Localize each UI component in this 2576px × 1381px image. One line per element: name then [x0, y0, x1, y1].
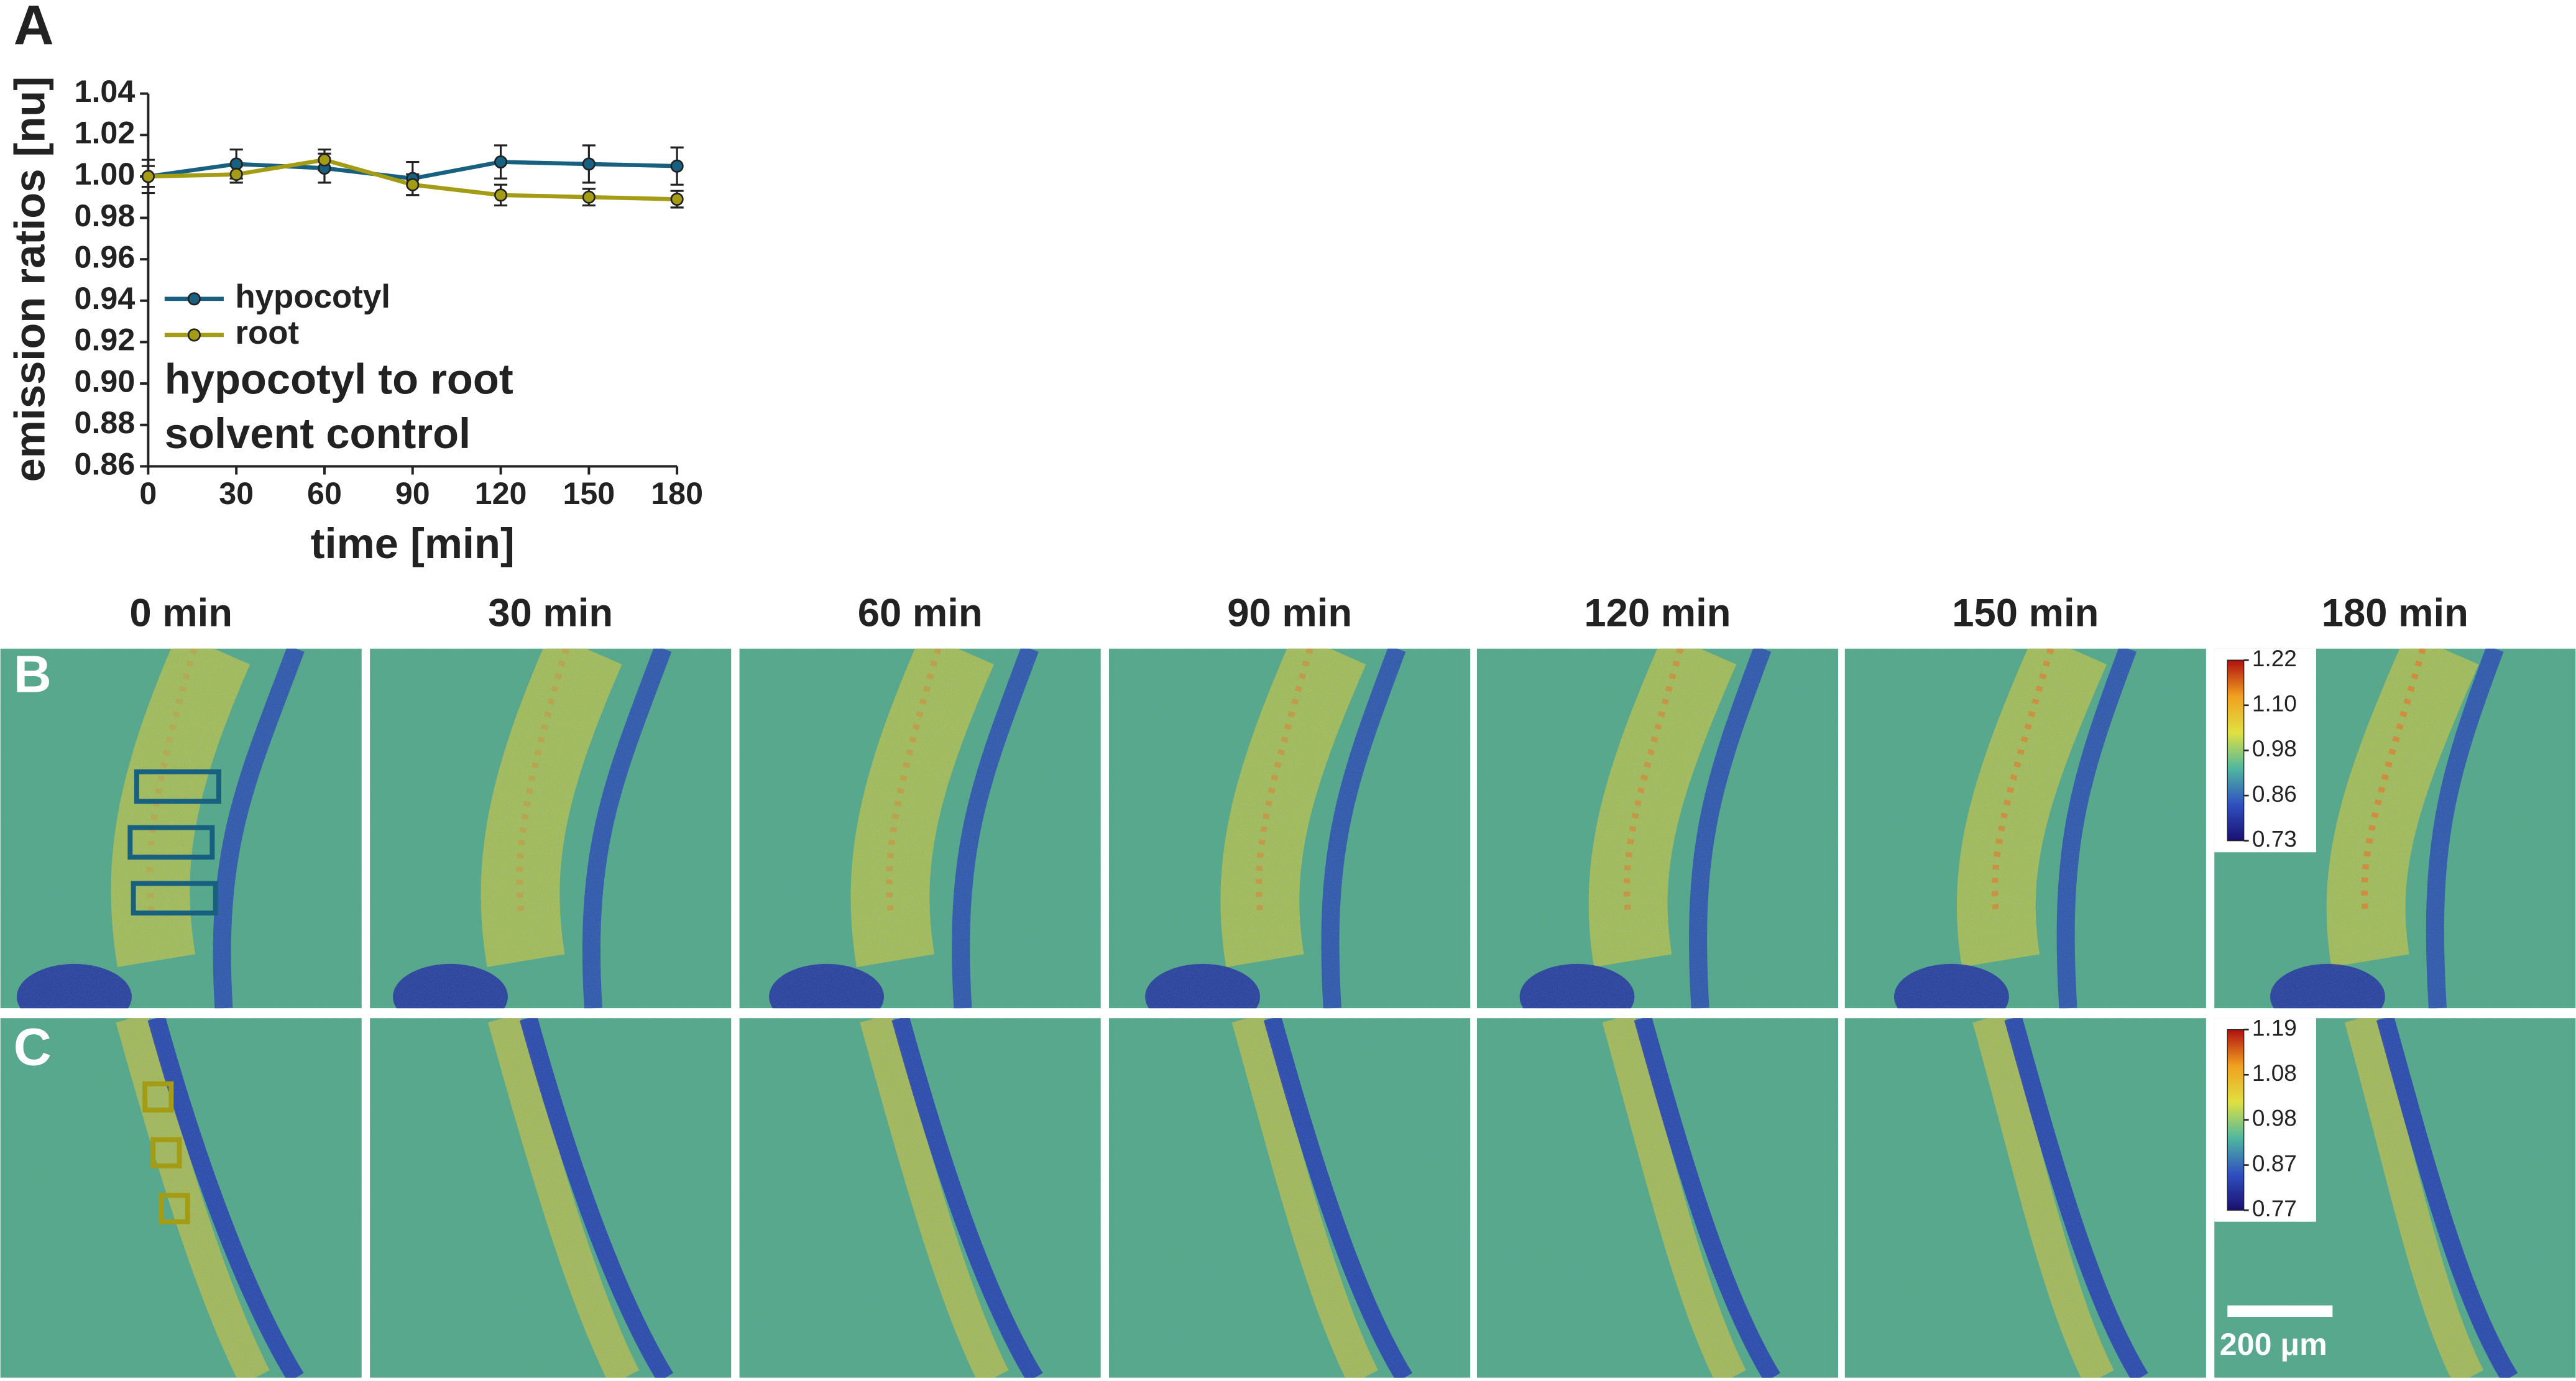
image-panel: [739, 648, 1101, 1009]
x-tick-label: 120: [475, 476, 527, 511]
x-tick-label: 60: [307, 476, 342, 511]
image-noise: [370, 648, 732, 1009]
colorbar-label: 0.98: [2252, 736, 2297, 761]
x-tick-label: 30: [219, 476, 254, 511]
image-panel: [370, 1018, 732, 1378]
colorbar-label: 0.73: [2252, 827, 2297, 852]
colorbar-label: 0.77: [2252, 1196, 2297, 1221]
roi-box: [127, 825, 215, 860]
panel-label: A: [14, 0, 54, 57]
legend-marker: [187, 328, 201, 342]
image-panel: [1476, 1018, 1839, 1378]
data-point: [670, 192, 684, 206]
x-tick-label: 180: [651, 476, 703, 511]
legend-marker: [187, 292, 201, 306]
image-panel: [370, 648, 732, 1009]
y-axis-title: emission ratios [nu]: [6, 76, 54, 482]
colorbar-gradient: [2227, 659, 2245, 842]
image-panel: [1844, 648, 2206, 1009]
y-tick-label: 0.92: [75, 323, 136, 357]
image-panel: [1844, 1018, 2206, 1378]
colorbar-label: 0.86: [2252, 781, 2297, 807]
x-axis-title: time [min]: [311, 520, 515, 567]
annotation: solvent control: [165, 410, 471, 457]
x-tick-label: 90: [395, 476, 430, 511]
image-noise: [1844, 648, 2206, 1009]
data-point: [582, 190, 596, 204]
colorbar-label: 1.10: [2252, 691, 2297, 717]
data-point: [494, 188, 508, 202]
image-panel: [1476, 648, 1839, 1009]
legend-label: root: [235, 314, 299, 351]
colorbar-label: 0.87: [2252, 1150, 2297, 1176]
data-point: [229, 167, 243, 181]
colorbar-gradient: [2227, 1029, 2245, 1211]
data-point: [582, 157, 596, 171]
data-point: [494, 155, 508, 169]
image-noise: [1844, 1018, 2206, 1378]
y-tick-label: 0.86: [75, 447, 136, 482]
time-label: 60 min: [858, 592, 983, 635]
colorbar: 1.19 1.08 0.98 0.87 0.77: [2214, 1015, 2316, 1222]
legend-label: hypocotyl: [235, 278, 390, 315]
panel-label: B: [14, 645, 52, 704]
x-tick-label: 150: [563, 476, 615, 511]
roi-box: [159, 1193, 190, 1224]
time-label: 180 min: [2322, 592, 2468, 635]
image-noise: [370, 1018, 732, 1378]
roi-box: [150, 1137, 182, 1168]
image-noise: [1476, 648, 1839, 1009]
colorbar-label: 1.22: [2252, 646, 2297, 671]
roi-box: [134, 769, 221, 804]
image-noise: [739, 1018, 1101, 1378]
y-tick-label: 0.98: [75, 198, 136, 233]
y-tick-label: 1.02: [75, 116, 136, 150]
colorbar-label: 0.98: [2252, 1106, 2297, 1131]
roi-box: [142, 1081, 174, 1113]
panel-label: C: [14, 1017, 52, 1076]
y-tick-label: 0.88: [75, 405, 136, 440]
image-panel: [1109, 1018, 1471, 1378]
time-label: 0 min: [129, 592, 232, 635]
y-tick-label: 0.90: [75, 364, 136, 398]
roi-box: [131, 881, 218, 915]
colorbar-label: 1.08: [2252, 1060, 2297, 1086]
scale-bar-label: 200 μm: [2220, 1327, 2327, 1362]
data-point: [670, 159, 684, 173]
data-point: [141, 170, 155, 183]
image-panel: [1109, 648, 1471, 1009]
y-tick-label: 0.94: [75, 281, 136, 316]
image-noise: [1109, 648, 1471, 1009]
time-label: 30 min: [488, 592, 613, 635]
x-tick-label: 0: [139, 476, 157, 511]
image-noise: [1109, 1018, 1471, 1378]
colorbar: 1.22 1.10 0.98 0.86 0.73: [2214, 646, 2316, 853]
image-panel: [0, 648, 362, 1009]
data-point: [318, 153, 331, 167]
time-label: 120 min: [1584, 592, 1731, 635]
image-panel: [739, 1018, 1101, 1378]
y-tick-label: 0.96: [75, 239, 136, 274]
colorbar-label: 1.19: [2252, 1015, 2297, 1040]
data-point: [406, 178, 420, 191]
time-label: 150 min: [1952, 592, 2099, 635]
time-label: 90 min: [1227, 592, 1352, 635]
annotation: hypocotyl to root: [165, 356, 513, 403]
y-tick-label: 1.04: [75, 74, 136, 109]
image-noise: [739, 648, 1101, 1009]
y-tick-label: 1.00: [75, 157, 136, 191]
scale-bar: [2227, 1305, 2333, 1317]
image-noise: [1476, 1018, 1839, 1378]
